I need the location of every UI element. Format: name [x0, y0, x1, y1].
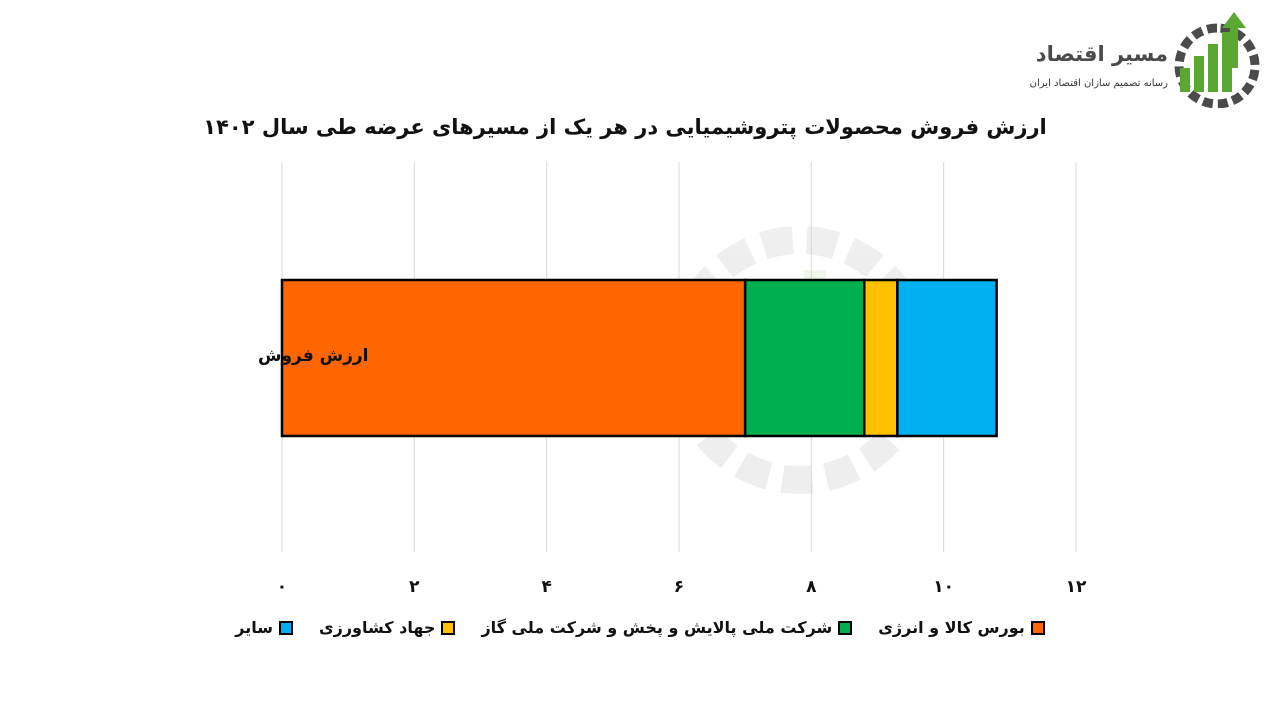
legend-label: سایر — [235, 618, 273, 637]
x-axis-ticks: ۰ ۲ ۴ ۶ ۸ ۱۰ ۱۲ — [277, 577, 1087, 597]
legend-swatch — [838, 620, 853, 635]
legend-swatch — [441, 620, 456, 635]
x-tick-label: ۰ — [277, 577, 287, 597]
brand-tagline: رسانه تصمیم سازان اقتصاد ایران — [1029, 78, 1168, 89]
x-tick-label: ۱۰ — [933, 577, 954, 597]
bar-segment — [743, 278, 866, 438]
legend-item-refining-gas: شرکت ملی پالایش و پخش و شرکت ملی گاز — [481, 618, 853, 637]
x-tick-label: ۱۲ — [1066, 577, 1087, 597]
legend-item-agriculture: جهاد کشاورزی — [319, 618, 456, 637]
category-label: ارزش فروش — [258, 346, 369, 366]
brand-name: مسیر اقتصاد — [1035, 42, 1168, 66]
bar-segment — [896, 278, 998, 438]
x-tick-label: ۶ — [674, 577, 684, 597]
growth-gear-icon — [1174, 12, 1260, 108]
x-tick-label: ۲ — [409, 577, 420, 597]
legend-item-commodity-exchange: بورس کالا و انرژی — [878, 618, 1045, 637]
legend: بورس کالا و انرژی شرکت ملی پالایش و پخش … — [0, 618, 1280, 637]
bars — [280, 278, 998, 438]
legend-item-other: سایر — [235, 618, 293, 637]
x-tick-label: ۸ — [806, 577, 817, 597]
chart-title: ارزش فروش محصولات پتروشیمیایی در هر یک ا… — [203, 115, 1047, 139]
x-tick-label: ۴ — [541, 577, 551, 597]
bar-segment — [863, 278, 899, 438]
legend-label: جهاد کشاورزی — [318, 618, 436, 637]
legend-label: شرکت ملی پالایش و پخش و شرکت ملی گاز — [481, 618, 833, 637]
legend-label: بورس کالا و انرژی — [878, 618, 1025, 637]
legend-swatch — [1030, 620, 1045, 635]
legend-swatch — [278, 620, 293, 635]
brand-logo: مسیر اقتصاد رسانه تصمیم سازان اقتصاد ایر… — [992, 8, 1262, 108]
